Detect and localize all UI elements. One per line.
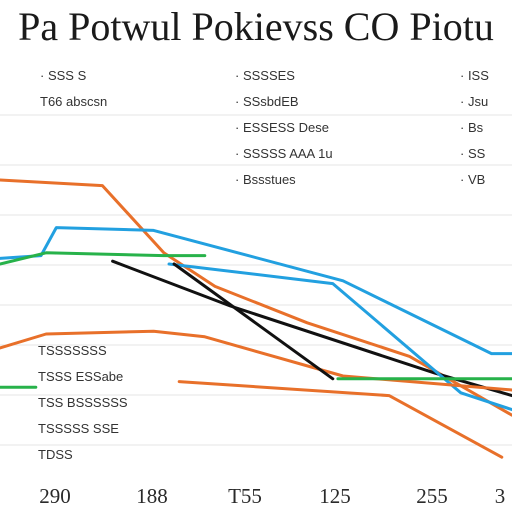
annotation-label: TSSS ESSabe <box>38 369 123 384</box>
x-tick-label: T55 <box>228 484 262 508</box>
annotation-label: · Bssstues <box>235 172 296 187</box>
annotation-labels: · SSS S T66 abscsn · SSSSES · SSsbdEB · ESSE… <box>38 68 489 462</box>
series-line-1 <box>0 178 512 417</box>
annotation-label: · VB <box>460 172 485 187</box>
annotation-label: · Bs <box>460 120 484 135</box>
annotation-label: · SSSSES <box>235 68 295 83</box>
x-tick-label: 255 <box>416 484 448 508</box>
annotation-label: TDSS <box>38 447 73 462</box>
chart-title: Pa Potwul Pokievss CO Piotu <box>18 4 494 49</box>
series-line-4 <box>111 259 512 398</box>
annotation-label: · SSS S <box>40 68 87 83</box>
annotation-label: · SSsbdEB <box>235 94 299 109</box>
x-tick-label: 188 <box>136 484 168 508</box>
series-line-2 <box>0 226 512 356</box>
annotation-label: · ISS <box>460 68 489 83</box>
gridlines <box>0 114 512 446</box>
annotation-label: TSSSSS SSE <box>38 421 119 436</box>
series-line-10 <box>177 380 504 459</box>
series-lines <box>0 178 512 459</box>
annotation-label: · Jsu <box>460 94 488 109</box>
annotation-label: TSS BSSSSSS <box>38 395 128 410</box>
annotation-label: · SSSSS AAA 1u <box>235 146 333 161</box>
x-tick-label: 125 <box>319 484 351 508</box>
series-line-7 <box>172 262 335 381</box>
annotation-label: · ESSESS Dese <box>235 120 329 135</box>
annotation-label: · SS <box>460 146 486 161</box>
x-axis-ticks: 290 188 T55 125 255 3 <box>39 484 505 508</box>
x-tick-label: 3 <box>495 484 506 508</box>
series-line-3 <box>0 251 207 266</box>
annotation-label: TSSSSSSS <box>38 343 107 358</box>
annotation-label: T66 abscsn <box>40 94 107 109</box>
series-line-5 <box>167 262 512 412</box>
x-tick-label: 290 <box>39 484 71 508</box>
